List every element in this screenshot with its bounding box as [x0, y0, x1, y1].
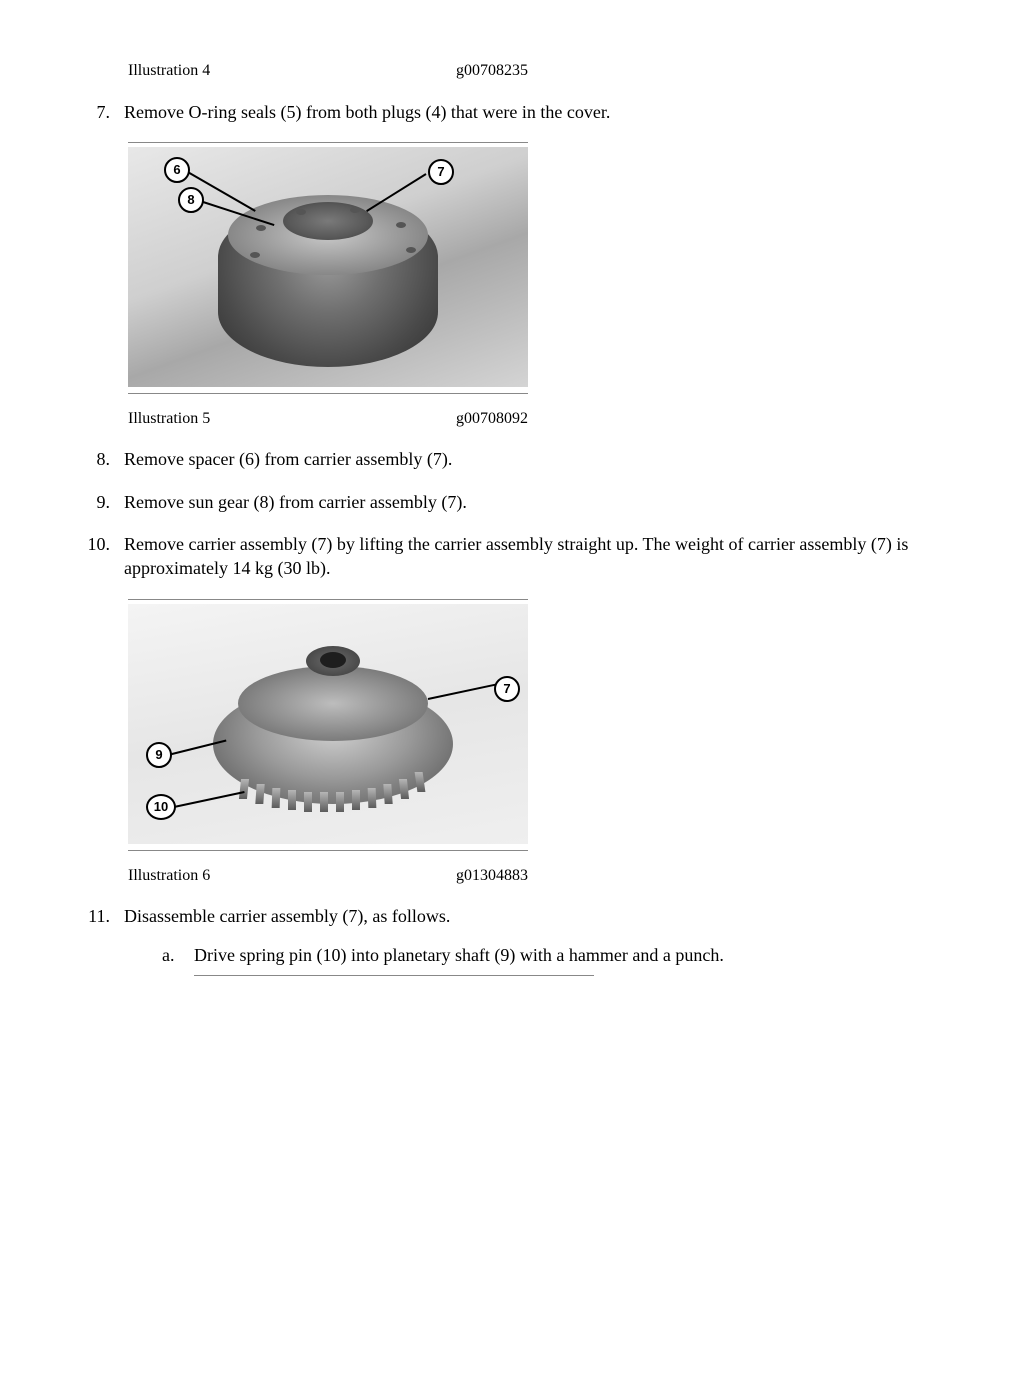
- gear-tooth: [383, 784, 392, 804]
- bolt-icon: [296, 209, 306, 215]
- bolt-icon: [406, 247, 416, 253]
- step-7: 7. Remove O-ring seals (5) from both plu…: [70, 100, 954, 124]
- step-9-number: 9.: [70, 490, 124, 514]
- gear-tooth: [239, 779, 249, 799]
- illustration-4-caption: Illustration 4 g00708235: [128, 60, 528, 82]
- callout-9: 9: [146, 742, 172, 768]
- step-11a: a. Drive spring pin (10) into planetary …: [162, 943, 954, 976]
- step-11-text: Disassemble carrier assembly (7), as fol…: [124, 906, 450, 926]
- illustration-4-label: Illustration 4: [128, 60, 210, 82]
- bolt-icon: [250, 252, 260, 258]
- step-9: 9. Remove sun gear (8) from carrier asse…: [70, 490, 954, 514]
- callout-6: 6: [164, 157, 190, 183]
- illustration-4-code: g00708235: [456, 60, 528, 82]
- step-11: 11. Disassemble carrier assembly (7), as…: [70, 904, 954, 976]
- step-9-text: Remove sun gear (8) from carrier assembl…: [124, 490, 954, 514]
- callout-8: 8: [178, 187, 204, 213]
- illustration-5-label: Illustration 5: [128, 408, 210, 430]
- illustration-6-figure: 7 9 10: [128, 599, 528, 851]
- step-10-text: Remove carrier assembly (7) by lifting t…: [124, 532, 954, 581]
- gear-top: [238, 666, 428, 741]
- illustration-6-caption: Illustration 6 g01304883: [128, 865, 528, 887]
- bolt-icon: [396, 222, 406, 228]
- gear-tooth: [368, 788, 377, 808]
- gear-tooth: [320, 792, 328, 812]
- step-8-text: Remove spacer (6) from carrier assembly …: [124, 447, 954, 471]
- gear-tooth: [288, 790, 296, 810]
- step-8-number: 8.: [70, 447, 124, 471]
- illustration-5-caption: Illustration 5 g00708092: [128, 408, 528, 430]
- part-cap: [283, 202, 373, 240]
- step-7-number: 7.: [70, 100, 124, 124]
- step-7-text: Remove O-ring seals (5) from both plugs …: [124, 100, 954, 124]
- step-8: 8. Remove spacer (6) from carrier assemb…: [70, 447, 954, 471]
- illustration-6-label: Illustration 6: [128, 865, 210, 887]
- leader-line: [428, 683, 497, 700]
- gear-tooth: [336, 792, 344, 812]
- step-11a-letter: a.: [162, 943, 194, 976]
- callout-10: 10: [146, 794, 176, 820]
- figure-rule: [194, 975, 594, 976]
- illustration-6-code: g01304883: [456, 865, 528, 887]
- illustration-5-figure: 6 7 8: [128, 142, 528, 394]
- bolt-icon: [256, 225, 266, 231]
- callout-7: 7: [428, 159, 454, 185]
- illustration-6-image: 7 9 10: [128, 604, 528, 844]
- step-11a-text: Drive spring pin (10) into planetary sha…: [194, 945, 724, 965]
- gear-tooth: [272, 788, 281, 808]
- bolt-icon: [350, 207, 360, 213]
- step-10-number: 10.: [70, 532, 124, 581]
- gear-tooth: [255, 784, 264, 804]
- gear-tooth: [352, 790, 360, 810]
- step-10: 10. Remove carrier assembly (7) by lifti…: [70, 532, 954, 581]
- figure-rule: [128, 599, 528, 600]
- illustration-5-code: g00708092: [456, 408, 528, 430]
- step-11-number: 11.: [70, 904, 124, 976]
- gear-tooth: [304, 792, 312, 812]
- spline-hub: [306, 646, 360, 676]
- illustration-5-image: 6 7 8: [128, 147, 528, 387]
- callout-7b: 7: [494, 676, 520, 702]
- leader-line: [174, 791, 245, 808]
- figure-rule: [128, 142, 528, 143]
